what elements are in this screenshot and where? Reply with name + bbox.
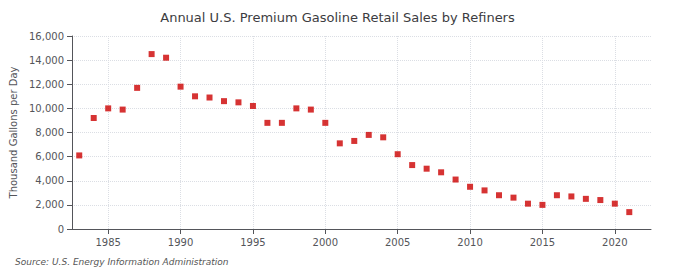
svg-text:Annual U.S. Premium Gasoline R: Annual U.S. Premium Gasoline Retail Sale…	[160, 10, 515, 25]
svg-text:1990: 1990	[168, 237, 193, 248]
svg-text:2010: 2010	[457, 237, 482, 248]
svg-text:1995: 1995	[240, 237, 265, 248]
svg-text:14,000: 14,000	[29, 55, 64, 66]
svg-text:2020: 2020	[602, 237, 627, 248]
svg-text:2,000: 2,000	[35, 199, 64, 210]
svg-text:Thousand Gallons per Day: Thousand Gallons per Day	[8, 66, 19, 199]
svg-text:Source: U.S. Energy Informatio: Source: U.S. Energy Information Administ…	[15, 257, 229, 267]
svg-text:16,000: 16,000	[29, 31, 64, 42]
svg-text:6,000: 6,000	[35, 151, 64, 162]
svg-text:2015: 2015	[530, 237, 555, 248]
svg-text:1985: 1985	[95, 237, 120, 248]
svg-text:8,000: 8,000	[35, 127, 64, 138]
svg-text:0: 0	[58, 224, 64, 235]
svg-text:2000: 2000	[313, 237, 338, 248]
svg-text:4,000: 4,000	[35, 175, 64, 186]
svg-text:2005: 2005	[385, 237, 410, 248]
svg-text:12,000: 12,000	[29, 79, 64, 90]
svg-text:10,000: 10,000	[29, 103, 64, 114]
